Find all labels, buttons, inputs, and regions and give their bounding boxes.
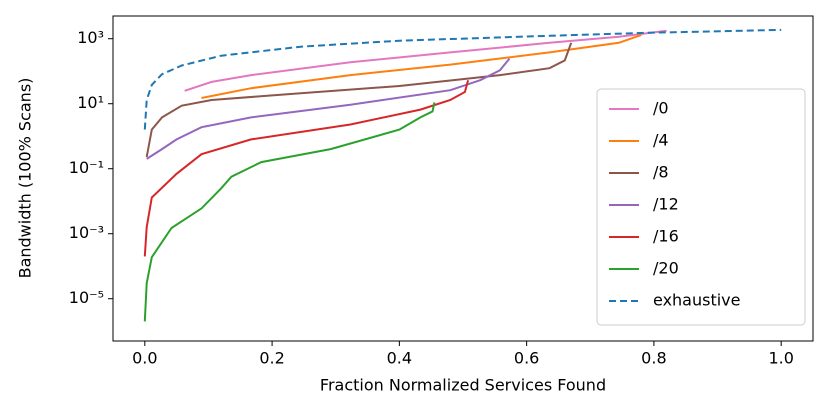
- x-tick-label: 0.0: [132, 349, 157, 368]
- plot-frame: [112, 15, 814, 342]
- legend-label: /8: [653, 163, 669, 182]
- legend-label: /12: [653, 195, 679, 214]
- y-tick-label: 10³: [77, 28, 104, 47]
- series-line: [143, 102, 436, 322]
- legend-label: /0: [653, 99, 669, 118]
- legend-label: exhaustive: [653, 291, 740, 310]
- x-tick-label: 0.6: [514, 349, 539, 368]
- legend-label: /16: [653, 227, 679, 246]
- series-line: [201, 34, 642, 99]
- legend-box: [596, 88, 806, 326]
- x-tick-label: 0.8: [641, 349, 666, 368]
- y-axis-label: Bandwidth (100% Scans): [16, 78, 35, 279]
- y-tick-label: 10⁻³: [69, 223, 104, 242]
- x-tick-label: 0.2: [259, 349, 284, 368]
- y-tick-label: 10¹: [77, 93, 104, 112]
- series-line: [184, 29, 667, 92]
- x-tick-label: 0.4: [387, 349, 412, 368]
- series-line: [145, 42, 573, 158]
- series-line: [143, 28, 782, 130]
- legend-label: /20: [653, 259, 679, 278]
- series-line: [146, 57, 511, 160]
- x-tick-label: 1.0: [768, 349, 793, 368]
- legend-label: /4: [653, 131, 669, 150]
- y-tick-label: 10⁻⁵: [69, 288, 104, 307]
- y-tick-label: 10⁻¹: [69, 158, 104, 177]
- series-line: [143, 79, 470, 257]
- x-axis-label: Fraction Normalized Services Found: [320, 376, 606, 395]
